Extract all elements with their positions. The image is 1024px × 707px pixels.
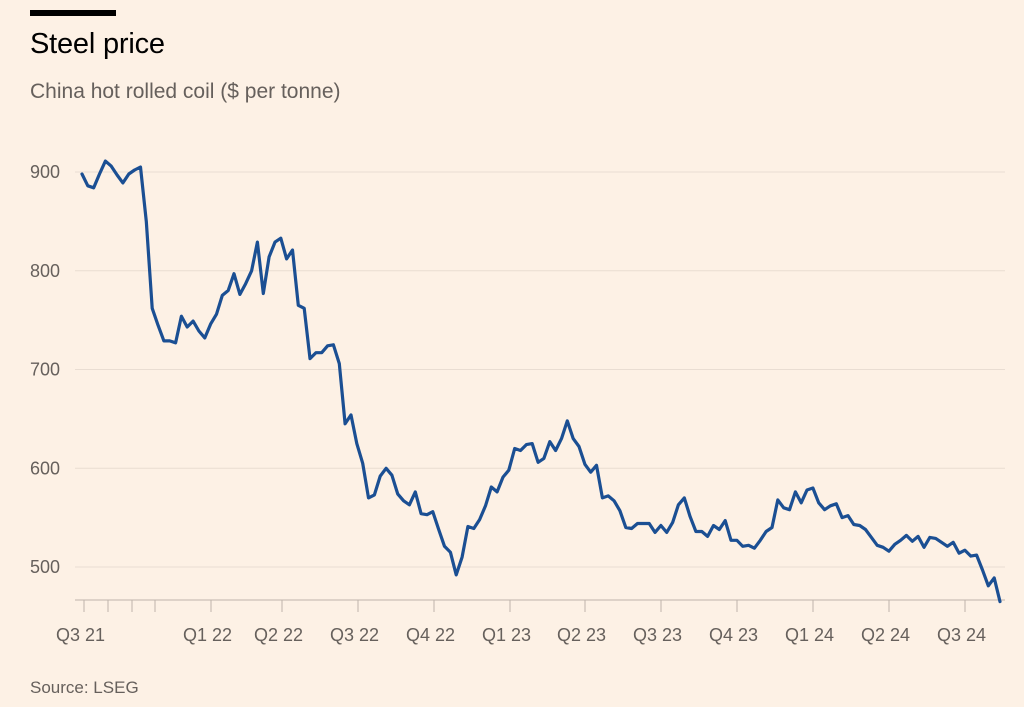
y-axis: 500 600 700 800 900 bbox=[30, 162, 60, 577]
x-tick-label: Q3 22 bbox=[330, 625, 379, 645]
x-tick-label: Q3 23 bbox=[633, 625, 682, 645]
x-tick-label: Q3 24 bbox=[937, 625, 986, 645]
y-tick-label: 500 bbox=[30, 557, 60, 577]
brand-bar bbox=[30, 10, 116, 16]
series-line bbox=[80, 159, 1002, 604]
x-tick-label: Q4 23 bbox=[709, 625, 758, 645]
x-tick-label: Q1 22 bbox=[183, 625, 232, 645]
gridlines bbox=[75, 171, 1005, 568]
x-tick-label: Q4 22 bbox=[406, 625, 455, 645]
x-tick-label: Q3 21 bbox=[56, 625, 105, 645]
y-tick-label: 600 bbox=[30, 458, 60, 478]
x-tick-label: Q2 22 bbox=[254, 625, 303, 645]
y-tick-label: 900 bbox=[30, 162, 60, 182]
x-axis: Q3 21 Q1 22 Q2 22 Q3 22 Q4 22 Q1 23 Q2 23 Q3 23… bbox=[56, 599, 1005, 645]
x-tick-label: Q1 24 bbox=[785, 625, 834, 645]
y-tick-label: 700 bbox=[30, 360, 60, 380]
x-tick-label: Q2 23 bbox=[557, 625, 606, 645]
chart-subtitle: China hot rolled coil ($ per tonne) bbox=[30, 80, 341, 103]
chart-title: Steel price bbox=[30, 28, 165, 60]
series-layer bbox=[80, 159, 1002, 604]
source-note: Source: LSEG bbox=[30, 678, 139, 697]
x-tick-label: Q2 24 bbox=[861, 625, 910, 645]
y-tick-label: 800 bbox=[30, 261, 60, 281]
x-tick-label: Q1 23 bbox=[482, 625, 531, 645]
